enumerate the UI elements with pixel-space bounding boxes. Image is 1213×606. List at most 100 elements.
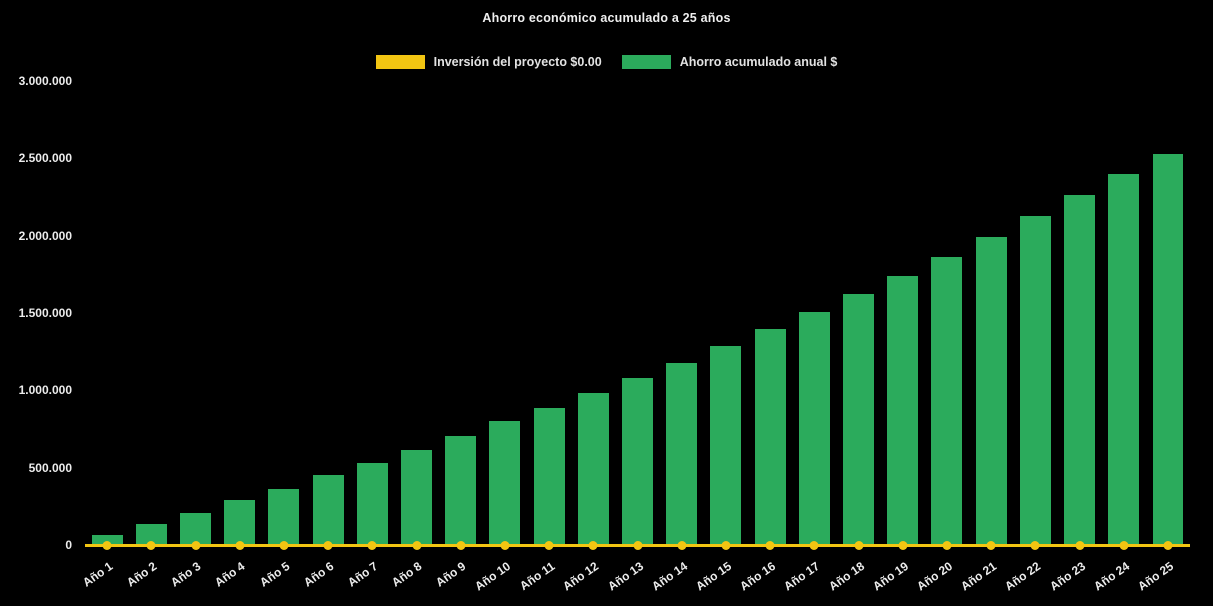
bar-slot (527, 81, 571, 550)
bar-año-14[interactable] (666, 362, 698, 545)
x-axis-label-cell: Año 5 (257, 550, 306, 602)
bar-año-22[interactable] (1019, 216, 1051, 545)
x-axis-label-cell: Año 7 (345, 550, 394, 602)
x-axis-label-cell: Año 16 (737, 550, 792, 602)
line-marker (235, 540, 245, 550)
bar-slot (350, 81, 394, 550)
bar-año-11[interactable] (533, 408, 565, 545)
bar-año-13[interactable] (622, 377, 653, 545)
bar-año-15[interactable] (710, 346, 742, 545)
x-axis-label: Año 2 (123, 559, 160, 590)
bar-año-25[interactable] (1152, 153, 1184, 545)
bar-slot (836, 81, 880, 550)
line-marker (544, 540, 554, 550)
bar-año-9[interactable] (445, 435, 477, 545)
x-axis-label-cell: Año 22 (1003, 550, 1057, 602)
line-marker (765, 540, 775, 550)
bar-año-19[interactable] (887, 275, 919, 545)
x-axis-label-cell: Año 2 (124, 550, 173, 602)
bar-slot (1146, 81, 1190, 550)
y-axis-label: 1.000.000 (18, 383, 72, 398)
x-axis-label-cell: Año 25 (1135, 550, 1190, 602)
legend-item-ahorro[interactable]: Ahorro acumulado anual $ (621, 55, 838, 69)
y-axis-label: 2.500.000 (18, 151, 72, 166)
bar-año-10[interactable] (489, 421, 521, 545)
x-axis-label: Año 3 (168, 559, 204, 590)
x-axis-label-cell: Año 10 (472, 550, 527, 602)
bar-slot (748, 81, 792, 550)
y-axis-label: 500.000 (28, 460, 72, 475)
bar-año-23[interactable] (1064, 195, 1096, 545)
line-marker (102, 540, 112, 550)
x-axis-label: Año 4 (212, 559, 248, 590)
bar-año-3[interactable] (180, 512, 211, 545)
bar-año-20[interactable] (931, 257, 963, 545)
x-axis-label: Año 8 (389, 559, 425, 590)
bar-año-2[interactable] (135, 524, 167, 545)
bar-año-24[interactable] (1108, 173, 1140, 545)
bars (85, 81, 1190, 550)
line-marker (456, 540, 466, 550)
x-axis-label-cell: Año 15 (693, 550, 748, 602)
bar-año-1[interactable] (91, 534, 123, 545)
legend-item-inversion[interactable]: Inversión del proyecto $0.00 (375, 55, 602, 69)
bar-slot (483, 81, 527, 550)
plot-area (85, 81, 1190, 550)
y-axis-label: 1.500.000 (18, 306, 72, 320)
x-axis-label-cell: Año 24 (1091, 550, 1146, 602)
bar-slot (969, 81, 1013, 550)
bar-slot (792, 81, 836, 550)
bar-año-5[interactable] (268, 489, 300, 545)
bar-año-17[interactable] (798, 312, 830, 545)
line-marker (942, 540, 952, 550)
y-axis-label: 3.000.000 (18, 74, 72, 88)
bar-año-6[interactable] (312, 475, 344, 545)
x-axis-label-cell: Año 9 (433, 550, 483, 602)
y-axis: 0 500.000 1.000.000 1.500.000 2.000.000 2.500… (0, 74, 72, 552)
line-marker (898, 540, 908, 550)
bar-año-4[interactable] (224, 500, 256, 545)
bar-slot (85, 81, 129, 550)
x-axis-label: Año 6 (300, 559, 337, 590)
legend-label-ahorro: Ahorro acumulado anual $ (679, 55, 838, 69)
bar-slot (218, 81, 262, 550)
legend-swatch-ahorro (621, 55, 671, 69)
bar-año-8[interactable] (401, 449, 432, 545)
bar-slot (704, 81, 748, 550)
line-marker (500, 540, 510, 550)
x-axis-label-cell: Año 8 (389, 550, 438, 602)
bar-año-18[interactable] (843, 294, 875, 545)
y-axis-label: 0 (65, 538, 72, 552)
bar-año-21[interactable] (975, 237, 1007, 545)
bar-slot (439, 81, 483, 550)
bar-slot (660, 81, 704, 550)
line-marker (1163, 540, 1173, 550)
chart-title: Ahorro económico acumulado a 25 años (482, 11, 731, 25)
x-axis-label-cell: Año 11 (517, 550, 571, 602)
bar-año-7[interactable] (356, 463, 388, 545)
y-axis-label: 2.000.000 (18, 228, 72, 243)
x-axis-label-cell: Año 6 (301, 550, 350, 602)
line-marker (191, 540, 200, 550)
bar-slot (1057, 81, 1101, 550)
bar-slot (925, 81, 969, 550)
bar-slot (1102, 81, 1146, 550)
x-axis-label-cell: Año 3 (168, 550, 217, 602)
line-marker (809, 540, 819, 550)
bar-año-16[interactable] (754, 329, 786, 545)
x-axis-label-cell: Año 17 (782, 550, 836, 602)
line-marker (854, 540, 864, 550)
bar-año-12[interactable] (577, 392, 609, 545)
line-marker (1075, 540, 1085, 550)
bar-slot (173, 81, 217, 550)
bar-slot (881, 81, 925, 550)
line-marker (677, 540, 687, 550)
bar-slot (306, 81, 350, 550)
chart-legend: Inversión del proyecto $0.00 Ahorro acum… (0, 55, 1213, 69)
line-marker (986, 540, 996, 550)
x-axis-label-cell: Año 21 (958, 550, 1013, 602)
line-marker (633, 540, 643, 550)
legend-label-inversion: Inversión del proyecto $0.00 (433, 55, 602, 69)
x-axis-label-cell: Año 18 (826, 550, 880, 602)
